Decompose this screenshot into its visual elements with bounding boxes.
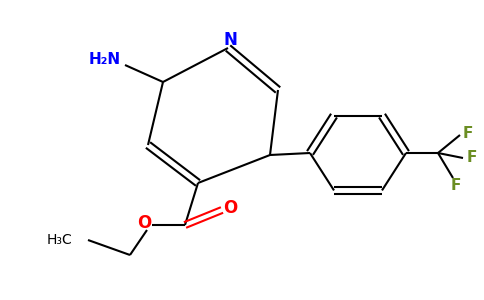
Text: O: O [223,199,237,217]
Text: O: O [137,214,151,232]
Text: H₂N: H₂N [89,52,121,68]
Text: N: N [223,31,237,49]
Text: H₃C: H₃C [46,233,72,247]
Text: F: F [463,125,473,140]
Text: F: F [451,178,461,194]
Text: F: F [467,151,477,166]
